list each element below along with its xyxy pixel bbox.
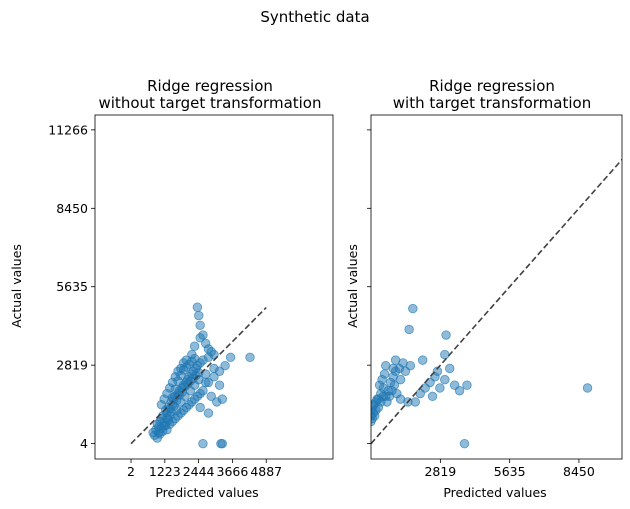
chart-right-title-line1: Ridge regression <box>429 77 555 95</box>
data-point <box>459 438 470 449</box>
data-point <box>209 372 219 382</box>
chart-left-frame <box>94 114 334 460</box>
data-point <box>206 391 216 402</box>
data-point <box>404 324 414 335</box>
y-tick-label: 5635 <box>56 279 88 294</box>
chart-right-ticks: 2819 5635 8450 <box>367 129 595 479</box>
data-point <box>220 360 230 371</box>
data-point <box>203 408 214 418</box>
data-point <box>195 320 205 330</box>
chart-left-points <box>148 302 255 449</box>
data-point <box>214 366 225 376</box>
data-point <box>170 384 180 395</box>
data-point <box>462 380 472 390</box>
data-point <box>192 302 203 312</box>
chart-left-title-line1: Ridge regression <box>147 77 273 95</box>
data-point <box>217 438 228 449</box>
data-point <box>440 374 450 385</box>
data-point <box>435 383 445 393</box>
data-point <box>395 374 406 385</box>
data-point <box>189 354 200 364</box>
x-tick-label: 4887 <box>250 464 282 479</box>
data-point <box>165 404 175 414</box>
data-point <box>389 380 400 390</box>
data-point <box>194 310 204 321</box>
x-tick-label: 2 <box>127 464 135 479</box>
data-point <box>225 352 236 363</box>
data-point <box>440 349 450 360</box>
data-point <box>200 377 211 388</box>
y-tick-label: 2819 <box>56 358 88 373</box>
x-tick-label: 2819 <box>424 464 456 479</box>
data-point <box>198 386 208 396</box>
data-point <box>209 349 219 360</box>
data-point <box>214 380 225 390</box>
chart-left: Ridge regression without target transfor… <box>9 77 334 500</box>
chart-right-xlabel: Predicted values <box>443 485 546 500</box>
data-point <box>432 366 443 376</box>
data-point <box>427 391 438 402</box>
y-tick-label: 11266 <box>48 122 88 137</box>
chart-left-xlabel: Predicted values <box>155 485 258 500</box>
chart-left-title-line2: without target transformation <box>99 94 322 112</box>
data-point <box>245 352 255 363</box>
data-point <box>417 355 428 365</box>
data-point <box>198 330 208 340</box>
data-point <box>582 383 593 393</box>
chart-left-ticks: 2 1223 2444 3666 4887 4 2819 5635 8450 11266 <box>48 122 282 479</box>
data-point <box>167 393 178 403</box>
x-tick-label: 2444 <box>183 464 215 479</box>
data-point <box>371 401 378 411</box>
data-point <box>198 438 208 449</box>
x-tick-label: 3666 <box>217 464 249 479</box>
data-point <box>454 386 465 396</box>
chart-right-points <box>371 303 593 449</box>
data-point <box>381 360 391 371</box>
data-point <box>195 402 205 413</box>
chart-right: Ridge regression with target transformat… <box>345 77 623 500</box>
data-point <box>162 413 172 424</box>
data-point <box>441 330 451 340</box>
x-tick-label: 1223 <box>149 464 181 479</box>
x-tick-label: 5635 <box>494 464 526 479</box>
x-tick-label: 8450 <box>563 464 595 479</box>
y-tick-label: 4 <box>80 436 88 451</box>
chart-left-diagonal <box>130 306 267 445</box>
data-point <box>372 394 382 404</box>
y-tick-label: 8450 <box>56 201 88 216</box>
data-point <box>390 355 401 365</box>
data-point <box>189 341 200 351</box>
data-point <box>445 363 455 374</box>
data-point <box>379 369 390 379</box>
chart-right-diagonal <box>371 159 622 445</box>
data-point <box>217 394 228 404</box>
data-point <box>194 367 204 378</box>
figure-suptitle: Synthetic data <box>260 8 369 26</box>
data-point <box>408 303 418 314</box>
chart-right-frame <box>370 114 623 460</box>
data-point <box>200 338 211 349</box>
chart-right-ylabel: Actual values <box>345 244 360 328</box>
chart-right-title-line2: with target transformation <box>393 94 591 112</box>
chart-left-ylabel: Actual values <box>9 244 24 328</box>
